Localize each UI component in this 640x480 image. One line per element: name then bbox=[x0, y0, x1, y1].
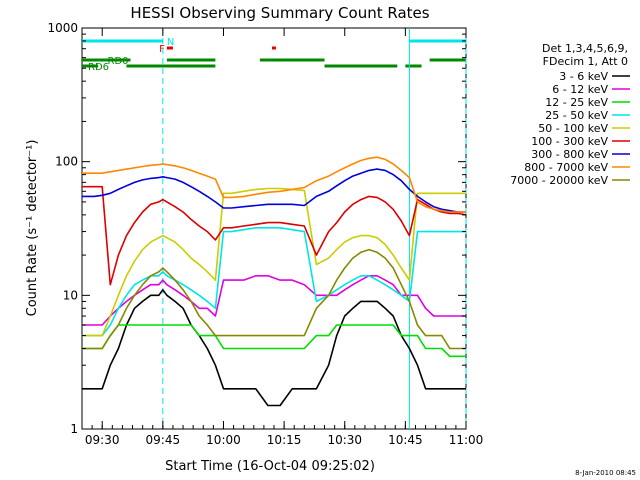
legend: Det 1,3,4,5,6,9,FDecim 1, Att 0 3 - 6 keV… bbox=[510, 42, 630, 187]
series-line-7 bbox=[82, 156, 466, 213]
series-lines bbox=[82, 156, 467, 407]
flag-label-f: F bbox=[159, 44, 165, 55]
legend-entry-label: 300 - 800 keV bbox=[531, 148, 608, 161]
x-tick-label: 10:00 bbox=[206, 433, 241, 447]
y-tick-label: 100 bbox=[55, 155, 78, 169]
footer-timestamp: 8-Jan-2010 08:45 bbox=[575, 469, 636, 477]
series-line-2 bbox=[82, 324, 466, 358]
legend-header-line: Det 1,3,4,5,6,9, bbox=[542, 42, 628, 55]
axes: 1 10 100 1000 09:30 09:45 10:00 10:15 10:30 10:45… bbox=[47, 21, 483, 447]
legend-entry-label: 50 - 100 keV bbox=[538, 122, 608, 135]
legend-entry-label: 12 - 25 keV bbox=[545, 96, 608, 109]
series-line-3 bbox=[82, 227, 466, 337]
y-tick-label: 1 bbox=[70, 422, 78, 436]
vertical-markers bbox=[162, 28, 467, 429]
series-line-4 bbox=[82, 187, 466, 337]
legend-entry-label: 800 - 7000 keV bbox=[524, 161, 608, 174]
x-tick-label: 09:45 bbox=[146, 433, 181, 447]
legend-header-line: FDecim 1, Att 0 bbox=[543, 55, 628, 68]
series-line-8 bbox=[82, 248, 466, 350]
x-axis-label: Start Time (16-Oct-04 09:25:02) bbox=[165, 459, 375, 474]
x-tick-label: 09:30 bbox=[85, 433, 120, 447]
y-tick-label: 10 bbox=[63, 288, 78, 302]
series-line-5 bbox=[82, 185, 467, 286]
flag-label-rd0: RD0 bbox=[108, 56, 129, 67]
x-tick-label: 10:45 bbox=[388, 433, 423, 447]
chart-title: HESSI Observing Summary Count Rates bbox=[130, 4, 429, 22]
y-tick-label: 1000 bbox=[47, 21, 78, 35]
series-line-6 bbox=[82, 168, 466, 213]
x-tick-label: 10:30 bbox=[327, 433, 362, 447]
legend-entry-label: 100 - 300 keV bbox=[531, 135, 608, 148]
legend-entry-label: 3 - 6 keV bbox=[559, 70, 608, 83]
x-tick-label: 10:15 bbox=[267, 433, 302, 447]
y-axis-label: Count Rate (s⁻¹ detector⁻¹) bbox=[25, 140, 40, 317]
x-tick-label: 11:00 bbox=[449, 433, 484, 447]
flag-label-n: N bbox=[167, 37, 174, 48]
legend-entry-label: 7000 - 20000 keV bbox=[510, 174, 608, 187]
series-line-0 bbox=[82, 289, 466, 407]
legend-entry-label: 25 - 50 keV bbox=[545, 109, 608, 122]
flag-label-rd6: RD6 bbox=[88, 62, 109, 73]
legend-entry-label: 6 - 12 keV bbox=[552, 83, 608, 96]
